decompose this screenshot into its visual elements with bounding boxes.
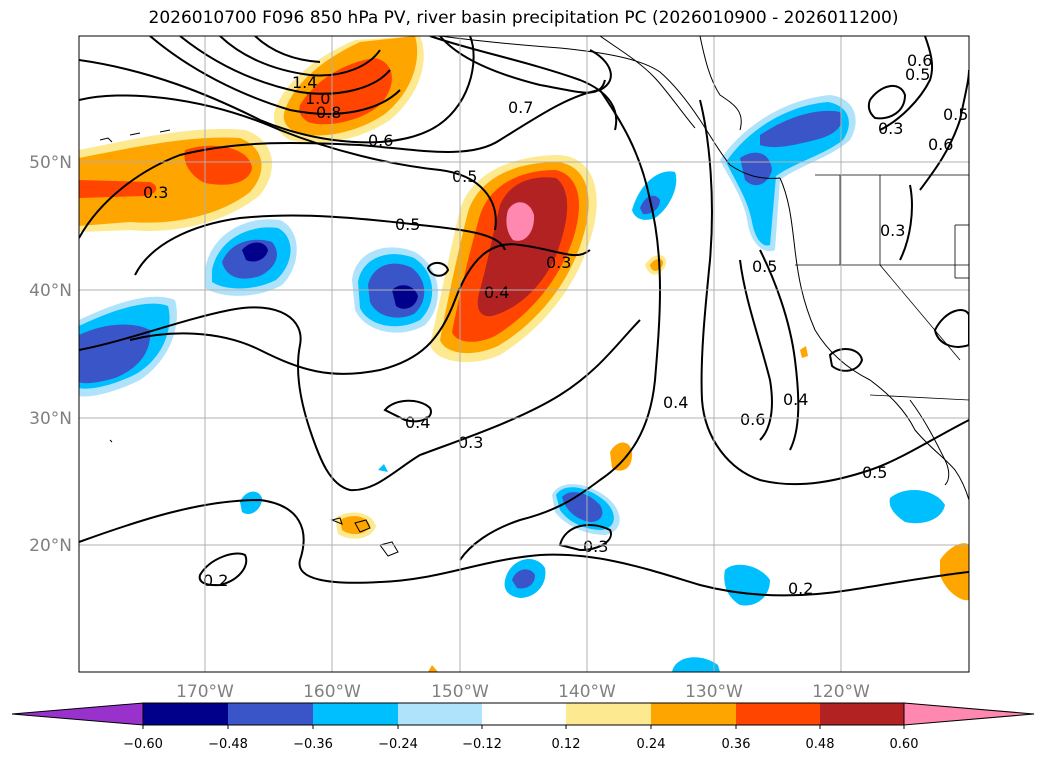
lon-label: 170°W — [176, 682, 234, 702]
contour-label: 0.3 — [546, 253, 571, 272]
colorbar-extend-low — [11, 702, 144, 726]
gridlines — [79, 36, 969, 672]
contour-label: 0.3 — [143, 183, 168, 202]
colorbar-segment — [820, 703, 904, 725]
anomaly-positive-northwest — [79, 129, 272, 232]
contour-label: 0.6 — [740, 410, 765, 429]
colorbar-segment — [398, 703, 482, 725]
colorbar-ticks — [142, 725, 905, 729]
lon-label: 150°W — [431, 682, 489, 702]
colorbar-segment — [143, 703, 228, 725]
colorbar-segment — [651, 703, 736, 725]
anomaly-negative-small-6 — [672, 657, 720, 672]
colorbar-tick-label: −0.48 — [208, 737, 248, 752]
anomaly-negative-small-5 — [889, 489, 945, 524]
colorbar-tick-label: −0.60 — [123, 737, 163, 752]
colorbar-tick-label: −0.36 — [293, 737, 333, 752]
anomaly-positive-central — [430, 155, 597, 363]
contour-label: 0.4 — [783, 390, 808, 409]
contour-label: 0.5 — [862, 463, 887, 482]
latitude-labels: 50°N 40°N 30°N 20°N — [29, 153, 72, 556]
lon-label: 140°W — [558, 682, 616, 702]
lon-label: 130°W — [685, 682, 743, 702]
colorbar-frame — [142, 702, 905, 726]
contour-label: 0.6 — [907, 51, 932, 70]
lon-label: 120°W — [812, 682, 870, 702]
contour-label: 0.5 — [905, 65, 930, 84]
longitude-labels: 170°W 160°W 150°W 140°W 130°W 120°W — [176, 682, 870, 702]
anomaly-negative-northeast — [720, 95, 856, 252]
colorbar-segment — [228, 703, 313, 725]
contour-label: 0.3 — [458, 433, 483, 452]
contour-label: 0.3 — [583, 537, 608, 556]
contour-label: 0.4 — [405, 413, 430, 432]
contour-label: 0.7 — [508, 98, 533, 117]
anomaly-negative-west — [79, 296, 177, 397]
pv-contours — [79, 36, 969, 597]
contour-label: 1.0 — [305, 89, 330, 108]
lat-label: 20°N — [29, 536, 72, 556]
anomaly-negative-small-2 — [240, 491, 262, 515]
colorbar-tick-label: 0.12 — [552, 737, 581, 752]
contour-label: 1.4 — [292, 73, 317, 92]
lat-label: 30°N — [29, 409, 72, 429]
colorbar-tick-label: 0.36 — [722, 737, 751, 752]
map-frame — [78, 35, 970, 673]
contour-label: 0.2 — [203, 571, 228, 590]
colorbar-tick-label: 0.60 — [890, 737, 919, 752]
contour-label-group: 1.4 1.0 0.8 0.7 0.6 0.5 0.5 0.5 0.4 0.3 … — [143, 51, 968, 598]
contour-label: 0.3 — [878, 119, 903, 138]
colorbar-segment — [313, 703, 398, 725]
colorbar-tick-label: −0.12 — [462, 737, 502, 752]
lon-label: 160°W — [303, 682, 361, 702]
coastlines — [99, 36, 969, 557]
anomaly-positive-small-3 — [800, 346, 808, 358]
colorbar-segment — [736, 703, 820, 725]
anomaly-positive-small-1 — [610, 442, 632, 471]
contour-label: 0.3 — [880, 221, 905, 240]
contour-label: 0.8 — [316, 103, 341, 122]
colorbar-tick-label: 0.24 — [637, 737, 666, 752]
colorbar-extend-high — [903, 702, 1035, 726]
map-area: 1.4 1.0 0.8 0.7 0.6 0.5 0.5 0.5 0.4 0.3 … — [79, 36, 969, 672]
colorbar-segment — [482, 703, 566, 725]
contour-label: 0.6 — [368, 131, 393, 150]
contour-label: 0.5 — [452, 167, 477, 186]
lat-label: 50°N — [29, 153, 72, 173]
contour-label: 0.5 — [752, 257, 777, 276]
lat-label: 40°N — [29, 281, 72, 301]
anomaly-positive-north — [273, 36, 424, 144]
colorbar: −0.60 −0.48 −0.36 −0.24 −0.12 0.12 0.24 … — [11, 702, 1035, 752]
contour-label: 0.5 — [395, 215, 420, 234]
colorbar-segment — [566, 703, 651, 725]
contour-label: 0.2 — [788, 579, 813, 598]
contour-label: 0.4 — [484, 283, 509, 302]
anomaly-negative-170w — [205, 219, 297, 296]
colorbar-tick-label: −0.24 — [378, 737, 418, 752]
contour-label: 0.4 — [663, 393, 688, 412]
map-title: 2026010700 F096 850 hPa PV, river basin … — [148, 8, 899, 28]
colorbar-tick-label: 0.48 — [806, 737, 835, 752]
anomaly-positive-southeast — [940, 543, 969, 601]
contour-label: 0.5 — [943, 105, 968, 124]
contour-label: 0.6 — [928, 135, 953, 154]
